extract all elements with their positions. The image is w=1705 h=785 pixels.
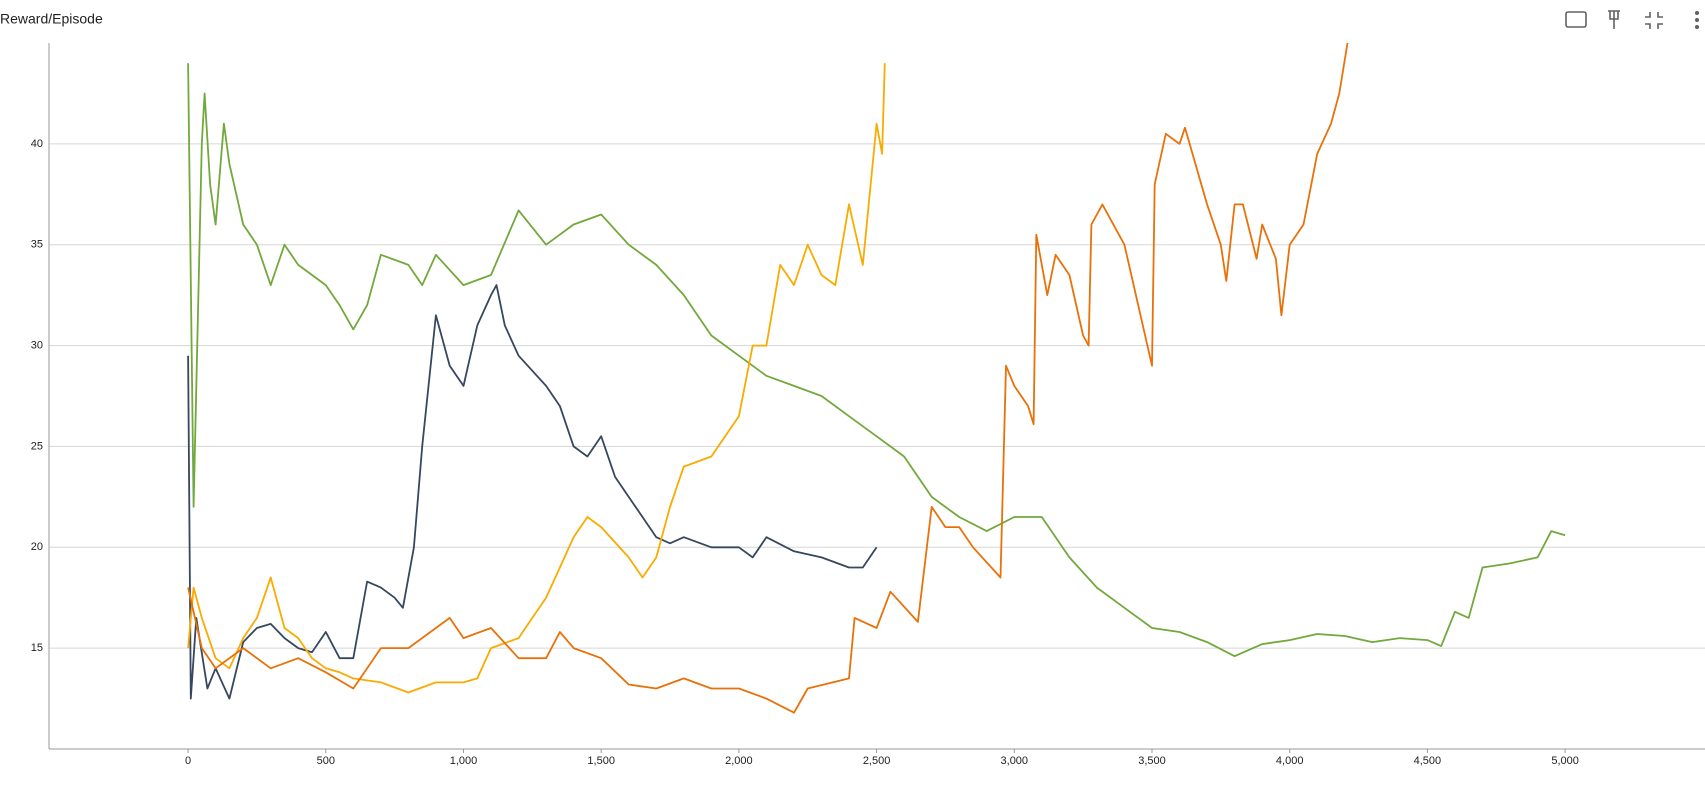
series-line <box>187 63 886 694</box>
x-tick-label: 3,500 <box>1138 755 1166 767</box>
y-tick-label: 25 <box>31 440 43 452</box>
x-tick-label: 500 <box>317 755 335 767</box>
x-tick-label: 5,000 <box>1551 755 1579 767</box>
pin-button[interactable] <box>1608 10 1620 29</box>
x-tick-label: 2,000 <box>725 755 753 767</box>
y-tick-label: 20 <box>31 541 43 553</box>
y-tick-label: 15 <box>31 642 43 654</box>
fit-domain-button[interactable] <box>1565 11 1587 28</box>
x-tick-label: 0 <box>185 755 191 767</box>
series-line <box>187 284 878 700</box>
series-line <box>187 43 1349 714</box>
plot-area <box>187 43 1566 714</box>
series-line <box>187 63 1566 658</box>
y-tick-label: 30 <box>31 339 43 351</box>
collapse-button[interactable] <box>1645 12 1663 29</box>
x-tick-label: 1,000 <box>450 755 478 767</box>
menu-button[interactable] <box>1695 11 1699 29</box>
chart-title: Reward/Episode <box>0 11 103 27</box>
y-tick-label: 40 <box>31 138 43 150</box>
x-tick-label: 2,500 <box>863 755 891 767</box>
x-tick-label: 4,500 <box>1414 755 1442 767</box>
x-tick-label: 3,000 <box>1001 755 1029 767</box>
x-tick-label: 4,000 <box>1276 755 1304 767</box>
toolbar <box>1565 10 1699 29</box>
y-tick-label: 35 <box>31 239 43 251</box>
x-tick-label: 1,500 <box>587 755 615 767</box>
